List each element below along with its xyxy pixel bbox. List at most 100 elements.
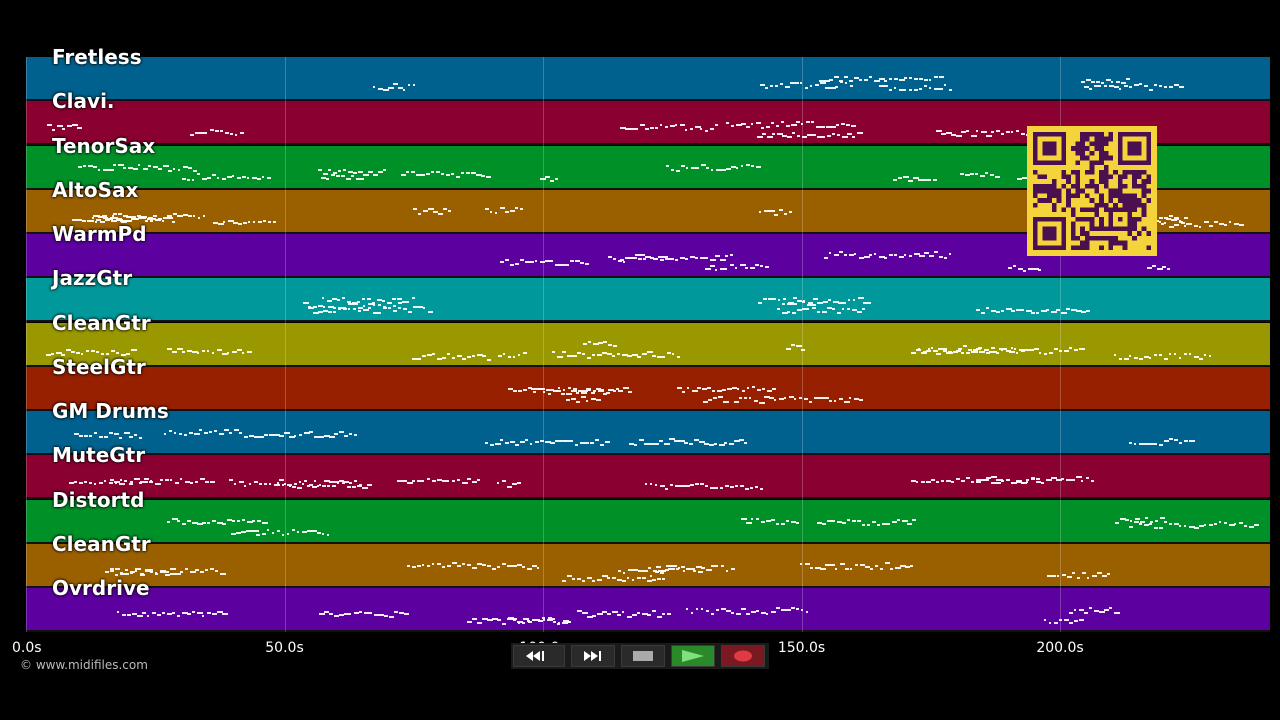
midi-note — [641, 577, 647, 580]
midi-note — [1134, 521, 1140, 524]
midi-note — [676, 567, 679, 570]
midi-note — [372, 85, 376, 88]
midi-note — [782, 302, 785, 305]
midi-note — [941, 132, 947, 135]
midi-note — [360, 178, 364, 181]
midi-note — [944, 83, 947, 86]
midi-note — [769, 209, 775, 212]
midi-note — [502, 622, 506, 625]
midi-note — [509, 210, 516, 213]
midi-note — [807, 302, 813, 305]
midi-note — [621, 580, 626, 583]
stop-button[interactable] — [621, 645, 665, 667]
midi-note — [352, 303, 358, 306]
midi-note — [724, 484, 730, 487]
midi-note — [205, 481, 210, 484]
track-label: TenorSax — [52, 133, 156, 158]
track-lane[interactable] — [26, 455, 1270, 500]
midi-note — [119, 482, 125, 485]
midi-note — [226, 176, 233, 179]
midi-note — [920, 481, 925, 484]
midi-note — [817, 310, 821, 313]
midi-note — [657, 570, 663, 573]
midi-note — [494, 212, 498, 215]
midi-note — [175, 572, 181, 575]
midi-note — [866, 523, 870, 526]
midi-note — [284, 431, 290, 434]
track-lane[interactable] — [26, 57, 1270, 101]
midi-note — [99, 221, 106, 224]
midi-note — [646, 579, 652, 582]
track-lane[interactable] — [26, 411, 1270, 455]
midi-note — [319, 613, 325, 616]
midi-note — [206, 177, 211, 180]
midi-note — [1090, 81, 1096, 84]
track-lane[interactable] — [26, 499, 1270, 544]
midi-note — [233, 429, 240, 432]
midi-note — [711, 389, 715, 392]
midi-note — [639, 438, 645, 441]
track-lane[interactable] — [26, 322, 1270, 367]
midi-note — [1079, 608, 1084, 611]
midi-note — [182, 213, 188, 216]
midi-note — [126, 353, 130, 356]
midi-note — [1176, 218, 1180, 221]
midi-note — [538, 620, 543, 623]
midi-note — [1135, 517, 1140, 520]
midi-note — [598, 342, 603, 345]
midi-note — [630, 127, 635, 130]
midi-note — [596, 387, 601, 390]
midi-note — [726, 121, 729, 124]
midi-note — [507, 617, 513, 620]
midi-note — [442, 356, 447, 359]
midi-note — [790, 344, 795, 347]
midi-note — [602, 392, 607, 395]
midi-note — [1181, 222, 1185, 225]
midi-note — [142, 216, 147, 219]
midi-note — [269, 433, 274, 436]
midi-note — [884, 80, 887, 83]
midi-note — [779, 83, 784, 86]
track-lane[interactable] — [26, 588, 1270, 632]
midi-note — [392, 298, 396, 301]
midi-note — [482, 618, 488, 621]
play-button[interactable] — [671, 645, 715, 667]
midi-note — [771, 387, 777, 390]
midi-note — [218, 222, 224, 225]
midi-note — [917, 347, 921, 350]
midi-note — [192, 215, 195, 218]
midi-note — [243, 484, 246, 487]
midi-note — [670, 124, 675, 127]
midi-note — [321, 533, 325, 536]
midi-note — [761, 387, 766, 390]
midi-note — [657, 256, 663, 259]
midi-note — [519, 207, 524, 210]
track-lane[interactable] — [26, 366, 1270, 411]
midi-note — [527, 386, 532, 389]
midi-note — [839, 562, 845, 565]
midi-note — [774, 213, 779, 216]
rewind-button[interactable] — [513, 645, 565, 667]
midi-note — [372, 303, 375, 306]
midi-note — [428, 310, 433, 313]
midi-note — [854, 76, 859, 79]
midi-note — [353, 171, 358, 174]
midi-note — [1133, 357, 1139, 360]
fast-forward-button[interactable] — [571, 645, 615, 667]
midi-note — [812, 298, 818, 301]
track-label: SteelGtr — [52, 354, 146, 379]
midi-note — [484, 208, 490, 211]
midi-note — [66, 348, 71, 351]
midi-note — [109, 431, 114, 434]
midi-note — [689, 443, 693, 446]
track-lane[interactable] — [26, 543, 1270, 588]
midi-note — [919, 77, 924, 80]
midi-note — [1078, 618, 1084, 621]
midi-note — [695, 126, 701, 129]
midi-note — [423, 210, 428, 213]
midi-note — [852, 135, 855, 138]
record-button[interactable] — [721, 645, 765, 667]
midi-note — [243, 222, 247, 225]
track-lane[interactable] — [26, 278, 1270, 323]
midi-note — [800, 349, 805, 352]
